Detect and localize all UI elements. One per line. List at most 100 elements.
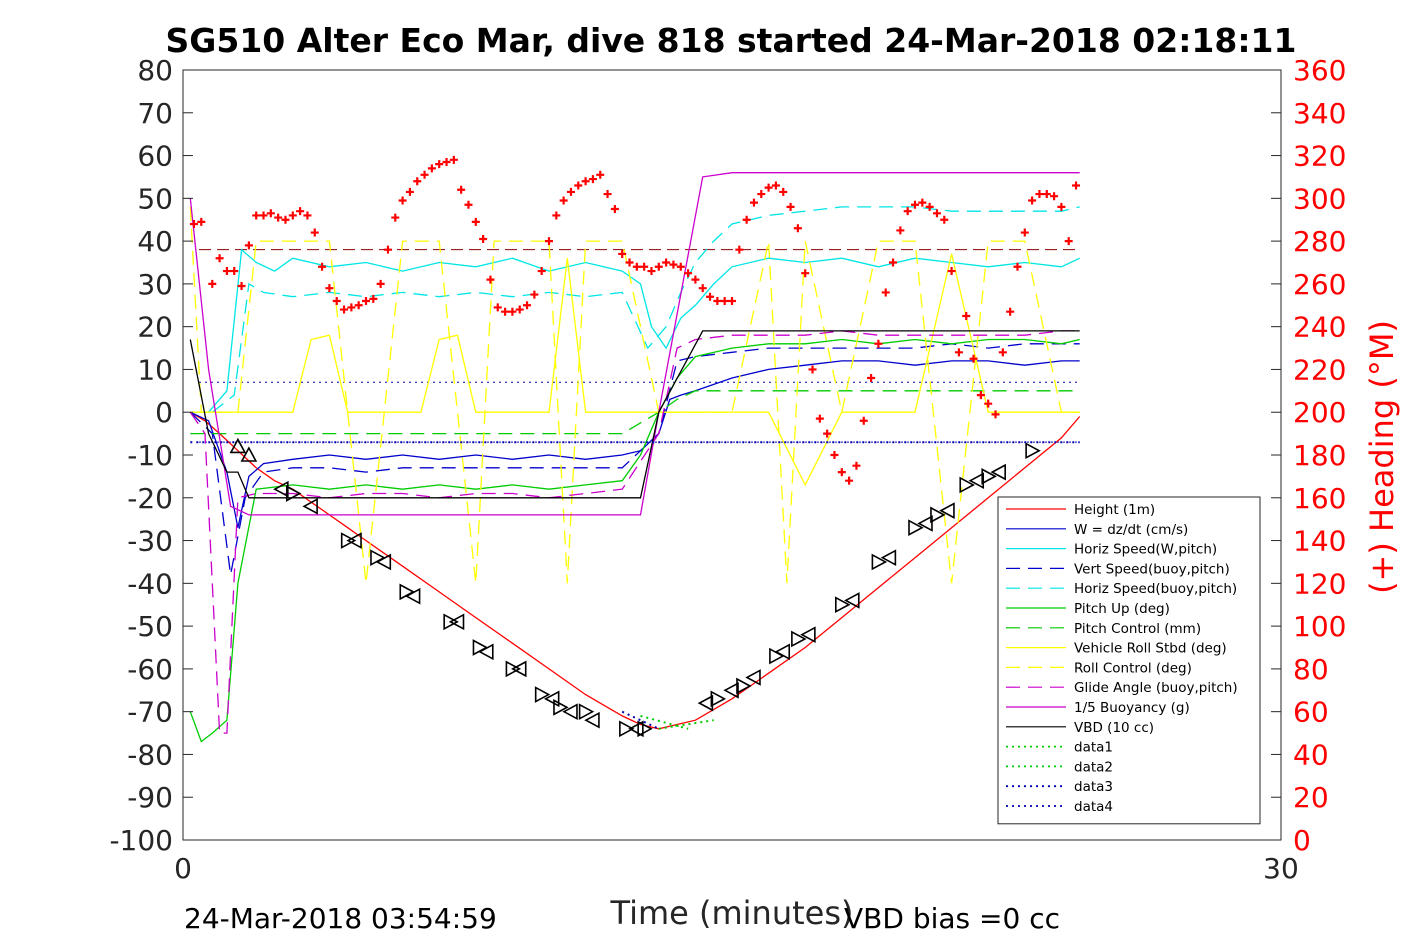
legend-label: data1 bbox=[1074, 740, 1113, 756]
dive-marker bbox=[710, 690, 727, 708]
heading-point bbox=[1020, 228, 1029, 237]
heading-point bbox=[771, 181, 780, 190]
heading-point bbox=[932, 209, 941, 218]
left-tick-label: 0 bbox=[155, 396, 173, 429]
heading-point bbox=[1006, 307, 1015, 316]
heading-point bbox=[786, 202, 795, 211]
right-tick-label: 140 bbox=[1293, 525, 1346, 558]
footer-timestamp: 24-Mar-2018 03:54:59 bbox=[184, 902, 497, 935]
left-tick-label: -90 bbox=[127, 781, 173, 814]
heading-point bbox=[508, 307, 517, 316]
right-tick-label: 220 bbox=[1293, 353, 1346, 386]
dive-marker bbox=[800, 626, 816, 644]
heading-point bbox=[435, 160, 444, 169]
dive-marker bbox=[908, 519, 924, 537]
right-axis-ticks: 3603403203002802602402202001801601401201… bbox=[1293, 54, 1346, 857]
heading-point bbox=[189, 220, 198, 228]
legend-label: Horiz Speed(buoy,pitch) bbox=[1074, 581, 1237, 597]
legend-label: Height (1m) bbox=[1074, 502, 1155, 518]
heading-point bbox=[918, 198, 927, 207]
heading-point bbox=[405, 187, 414, 196]
heading-point bbox=[266, 209, 275, 218]
series-line bbox=[189, 338, 1080, 743]
dive-marker bbox=[939, 502, 955, 519]
dive-marker bbox=[835, 596, 851, 614]
heading-point bbox=[369, 294, 378, 303]
left-tick-label: 30 bbox=[137, 268, 173, 301]
dive-marker bbox=[375, 553, 392, 571]
right-tick-label: 60 bbox=[1293, 696, 1329, 729]
legend-label: Pitch Up (deg) bbox=[1074, 601, 1170, 617]
series-line bbox=[189, 330, 1080, 499]
legend-label: W = dz/dt (cm/s) bbox=[1074, 522, 1188, 538]
series-line bbox=[621, 710, 660, 730]
right-axis-label: (+) Heading (°M) bbox=[1363, 320, 1401, 594]
heading-point bbox=[354, 301, 363, 310]
right-tick-label: 320 bbox=[1293, 140, 1346, 173]
left-tick-label: 50 bbox=[137, 182, 173, 215]
right-tick-label: 120 bbox=[1293, 567, 1346, 600]
right-tick-label: 100 bbox=[1293, 610, 1346, 643]
series-line bbox=[189, 172, 1080, 516]
heading-point bbox=[991, 410, 1000, 419]
x-tick-label: 30 bbox=[1263, 852, 1299, 885]
series-line bbox=[640, 714, 689, 730]
heading-point bbox=[837, 468, 846, 477]
dive-marker bbox=[286, 485, 302, 502]
heading-point bbox=[362, 297, 370, 305]
heading-point bbox=[1035, 190, 1044, 199]
left-tick-label: 10 bbox=[137, 353, 173, 386]
heading-point bbox=[618, 249, 627, 258]
heading-point bbox=[947, 267, 956, 276]
heading-point bbox=[537, 267, 546, 276]
dive-marker bbox=[240, 446, 258, 462]
heading-point bbox=[325, 284, 334, 293]
heading-point bbox=[801, 269, 810, 278]
series-line bbox=[189, 330, 1080, 734]
heading-point bbox=[318, 262, 327, 271]
heading-point bbox=[603, 190, 612, 199]
series-line bbox=[190, 248, 1080, 413]
heading-point bbox=[764, 183, 773, 192]
dive-marker bbox=[562, 703, 578, 721]
left-tick-label: 20 bbox=[137, 311, 173, 344]
heading-point bbox=[1042, 190, 1051, 199]
right-tick-label: 180 bbox=[1293, 439, 1346, 472]
dive-marker bbox=[346, 532, 362, 549]
heading-point bbox=[420, 170, 429, 179]
legend-label: Glide Angle (buoy,pitch) bbox=[1074, 680, 1238, 696]
legend-label: data4 bbox=[1074, 799, 1113, 815]
legend-box bbox=[997, 496, 1261, 825]
legend-label: 1/5 Buoyancy (g) bbox=[1074, 700, 1190, 716]
heading-point bbox=[632, 262, 641, 271]
dive-marker bbox=[340, 532, 357, 549]
dive-marker bbox=[478, 643, 494, 661]
dive-marker bbox=[791, 630, 807, 648]
dive-marker bbox=[619, 720, 635, 738]
left-tick-label: -70 bbox=[127, 696, 173, 729]
heading-point bbox=[376, 279, 385, 288]
right-tick-label: 20 bbox=[1293, 781, 1329, 814]
left-tick-label: 70 bbox=[137, 97, 173, 130]
heading-point bbox=[647, 267, 656, 276]
heading-point bbox=[259, 211, 268, 220]
dive-marker bbox=[1025, 442, 1041, 460]
heading-point bbox=[222, 267, 231, 276]
heading-point bbox=[969, 354, 978, 363]
heading-point bbox=[501, 307, 510, 316]
heading-point bbox=[640, 262, 649, 271]
dive-marker bbox=[880, 549, 897, 567]
heading-point bbox=[552, 211, 561, 220]
heading-point bbox=[1050, 192, 1059, 201]
heading-point bbox=[545, 237, 553, 246]
heading-points bbox=[189, 155, 1081, 485]
heading-point bbox=[925, 202, 934, 211]
heading-point bbox=[581, 177, 590, 186]
dive-marker bbox=[229, 437, 247, 454]
series-line bbox=[190, 360, 1080, 528]
right-tick-label: 360 bbox=[1293, 54, 1346, 87]
heading-point bbox=[698, 284, 707, 293]
dive-markers bbox=[229, 437, 1041, 738]
dive-marker bbox=[871, 553, 888, 571]
left-tick-label: -30 bbox=[127, 525, 173, 558]
